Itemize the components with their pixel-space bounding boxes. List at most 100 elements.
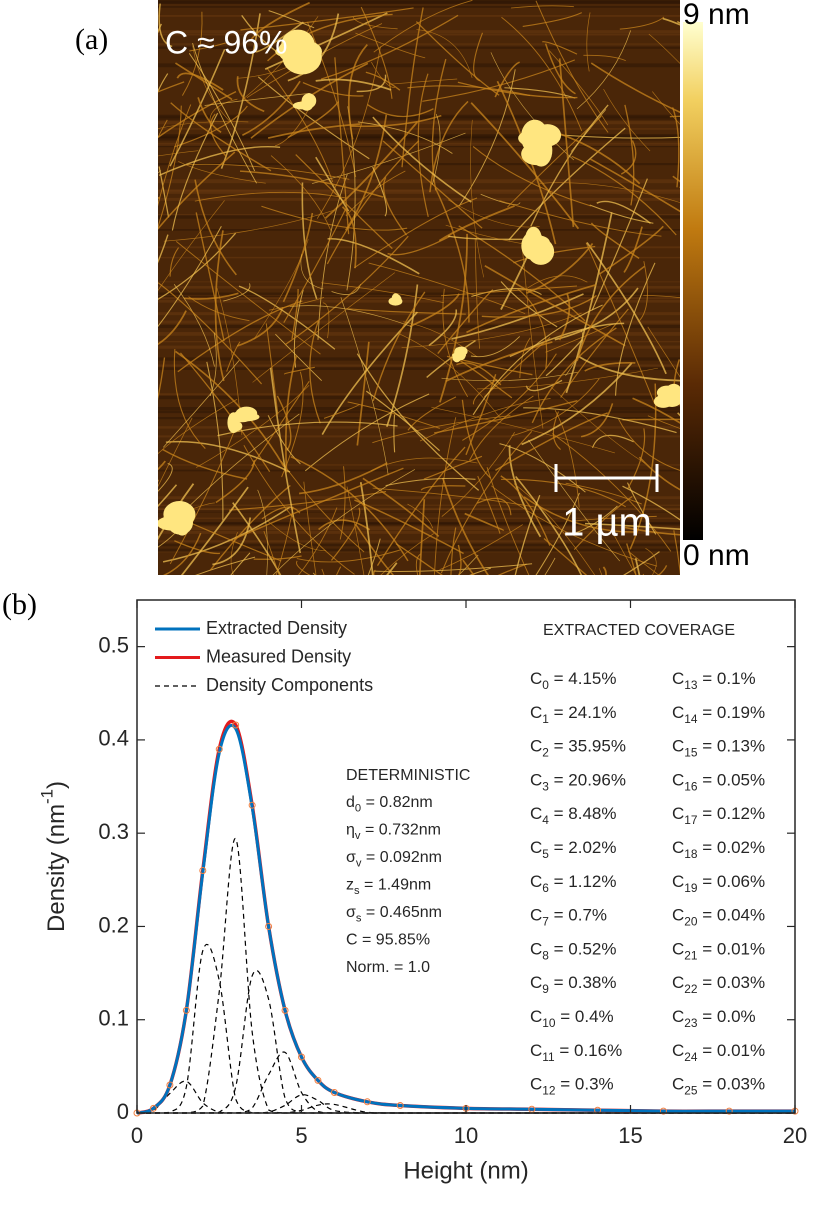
coverage-text-part: C	[672, 1041, 684, 1060]
x-tick-label: 20	[783, 1123, 807, 1148]
legend-label: Measured Density	[206, 646, 351, 666]
fiber	[57, 24, 162, 176]
param-text-part: Norm. = 1.0	[346, 959, 430, 976]
scan-line	[158, 179, 680, 183]
coverage-text-part: = 0.02%	[698, 838, 766, 857]
y-axis-label-part: -1	[38, 789, 57, 804]
y-tick-label: 0.1	[98, 1006, 129, 1031]
coverage-text-part: 18	[684, 847, 698, 861]
y-tick-label: 0.2	[98, 912, 129, 937]
coverage-text-part: 19	[684, 881, 698, 895]
coverage-text-part: = 0.4%	[556, 1007, 614, 1026]
aggregate	[654, 395, 673, 408]
coverage-text-part: = 0.1%	[698, 669, 756, 688]
coverage-text-part: = 1.12%	[549, 872, 617, 891]
coverage-title: EXTRACTED COVERAGE	[543, 622, 735, 639]
x-tick-label: 10	[454, 1123, 478, 1148]
coverage-text-part: = 8.48%	[549, 805, 617, 824]
coverage-text-part: = 0.19%	[698, 703, 766, 722]
fiber	[96, 461, 165, 486]
scan-line	[158, 470, 680, 472]
param-text-part: = 0.732nm	[361, 822, 442, 839]
scan-line	[158, 357, 680, 360]
fiber	[39, 485, 177, 601]
scan-line	[158, 15, 680, 17]
coverage-text-part: C	[530, 1041, 542, 1060]
coverage-text-part: C	[672, 669, 684, 688]
param-text: Norm. = 1.0	[346, 959, 430, 976]
coverage-label: C ≈ 96%	[165, 24, 288, 60]
coverage-text-part: C	[672, 838, 684, 857]
coverage-text-part: 21	[684, 948, 698, 962]
scan-line	[158, 464, 680, 465]
coverage-text-part: = 35.95%	[549, 737, 626, 756]
coverage-text-part: = 20.96%	[549, 771, 626, 790]
aggregate	[530, 134, 552, 166]
coverage-text-part: = 0.01%	[698, 940, 766, 959]
colorbar-max: 9 nm	[683, 0, 750, 31]
coverage-text-part: C	[672, 805, 684, 824]
fiber	[24, 198, 160, 216]
coverage-text-part: C	[672, 940, 684, 959]
coverage-text-part: C	[672, 703, 684, 722]
coverage-text-part: C	[530, 906, 542, 925]
coverage-text-part: C	[530, 737, 542, 756]
legend-label: Extracted Density	[206, 618, 347, 638]
coverage-text-part: 11	[542, 1050, 555, 1064]
param-text-part: σ	[346, 904, 356, 921]
coverage-text-part: 16	[684, 779, 698, 793]
aggregate	[229, 421, 242, 431]
coverage-text-part: C	[530, 838, 542, 857]
x-tick-label: 0	[131, 1123, 143, 1148]
coverage-text-part: 10	[542, 1016, 556, 1030]
coverage-text-part: = 0.0%	[698, 1007, 756, 1026]
x-tick-label: 5	[295, 1123, 307, 1148]
scan-line	[158, 281, 680, 282]
param-text-part: = 0.82nm	[361, 794, 433, 811]
coverage-text-part: 23	[684, 1016, 698, 1030]
colorbar-min: 0 nm	[683, 539, 750, 572]
coverage-text-part: = 0.7%	[549, 906, 607, 925]
coverage-text-part: C	[530, 974, 542, 993]
figure: (a) C ≈ 96% 1 µm 9 nm 0 nm (b) 0 5 10 15 20 0…	[0, 0, 815, 1200]
coverage-text-part: 12	[542, 1084, 556, 1098]
colorbar	[683, 22, 703, 540]
coverage-text-part: C	[672, 1075, 684, 1094]
coverage-text-part: = 0.04%	[698, 906, 766, 925]
y-axis-label-part: Density (nm	[43, 804, 70, 932]
y-tick-label: 0.5	[98, 632, 129, 657]
aggregate	[302, 93, 317, 108]
coverage-text-part: C	[672, 974, 684, 993]
scale-bar-label: 1 µm	[562, 501, 652, 545]
coverage-text-part: = 0.05%	[698, 771, 766, 790]
coverage-text-part: = 24.1%	[549, 703, 617, 722]
scan-line	[158, 407, 680, 410]
param-text: C = 95.85%	[346, 932, 430, 949]
param-text-part: η	[346, 822, 355, 839]
aggregate	[392, 293, 400, 303]
coverage-text-part: = 0.3%	[556, 1075, 614, 1094]
panel-label: (b)	[2, 588, 37, 621]
coverage-text-part: C	[672, 1007, 684, 1026]
coverage-text-part: 24	[684, 1050, 698, 1064]
scan-line	[158, 229, 680, 231]
coverage-text-part: C	[530, 872, 542, 891]
coverage-text-part: 15	[684, 746, 698, 760]
param-text-part: = 0.092nm	[361, 849, 442, 866]
legend-label: Density Components	[206, 675, 373, 695]
coverage-text-part: = 4.15%	[549, 669, 617, 688]
x-axis-label: Height (nm)	[403, 1157, 528, 1184]
panel-label: (a)	[75, 23, 108, 56]
scan-line	[158, 215, 680, 219]
coverage-text-part: C	[530, 1075, 542, 1094]
y-axis-label: Density (nm-1)	[38, 781, 71, 932]
aggregate	[452, 352, 466, 357]
coverage-text-part: = 0.52%	[549, 940, 617, 959]
coverage-text-part: = 0.03%	[698, 1075, 766, 1094]
coverage-text-part: = 0.06%	[698, 872, 766, 891]
coverage-text-part: C	[672, 906, 684, 925]
coverage-text-part: = 0.13%	[698, 737, 766, 756]
coverage-text-part: = 0.12%	[698, 805, 766, 824]
scan-line	[158, 190, 680, 192]
